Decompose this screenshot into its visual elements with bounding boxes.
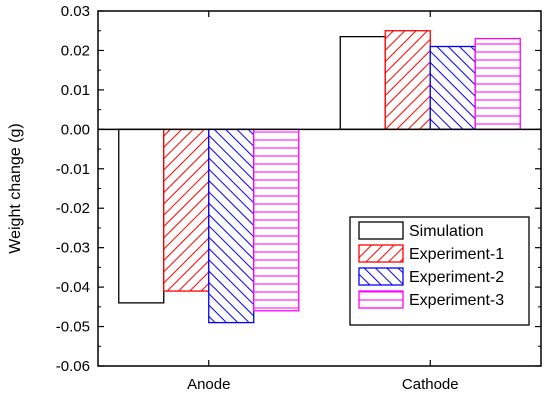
bar-experiment-2-cathode bbox=[429, 45, 476, 130]
bar-experiment-3-anode bbox=[253, 128, 300, 312]
bar-simulation-cathode bbox=[339, 35, 386, 130]
y-tick-label: 0.01 bbox=[61, 82, 90, 99]
y-tick-label: 0.02 bbox=[61, 42, 90, 59]
y-axis-title: Weight change (g) bbox=[7, 123, 24, 253]
y-tick-label: -0.03 bbox=[56, 240, 90, 257]
bar-experiment-2-anode bbox=[208, 128, 255, 324]
bar-experiment-1-anode bbox=[163, 128, 210, 292]
legend-label: Experiment-2 bbox=[409, 269, 504, 286]
x-tick-label: Cathode bbox=[402, 376, 459, 393]
bar-simulation-anode bbox=[118, 128, 165, 304]
x-tick-label: Anode bbox=[187, 376, 230, 393]
legend-swatch bbox=[358, 221, 404, 240]
y-tick-label: -0.06 bbox=[56, 358, 90, 375]
y-tick-label: -0.05 bbox=[56, 319, 90, 336]
legend-label: Experiment-1 bbox=[409, 246, 504, 263]
bar-experiment-3-cathode bbox=[474, 37, 521, 130]
legend-swatch bbox=[358, 267, 404, 286]
y-tick-label: -0.02 bbox=[56, 200, 90, 217]
y-tick-label: 0.00 bbox=[61, 121, 90, 138]
legend-swatch bbox=[358, 290, 404, 309]
y-tick-label: -0.04 bbox=[56, 279, 90, 296]
legend: Simulation Experiment-1 Experiment-2 Experi… bbox=[349, 216, 530, 326]
plot-area: 0.03 0.02 0.01 0.00 -0.01 -0.02 -0.03 -0.04 -0.0… bbox=[56, 3, 542, 393]
legend-label: Experiment-3 bbox=[409, 292, 504, 309]
bar-experiment-1-cathode bbox=[384, 30, 431, 130]
legend-label: Simulation bbox=[409, 223, 484, 240]
y-tick-label: 0.03 bbox=[61, 3, 90, 20]
y-tick-label: -0.01 bbox=[56, 161, 90, 178]
legend-swatch bbox=[358, 244, 404, 263]
